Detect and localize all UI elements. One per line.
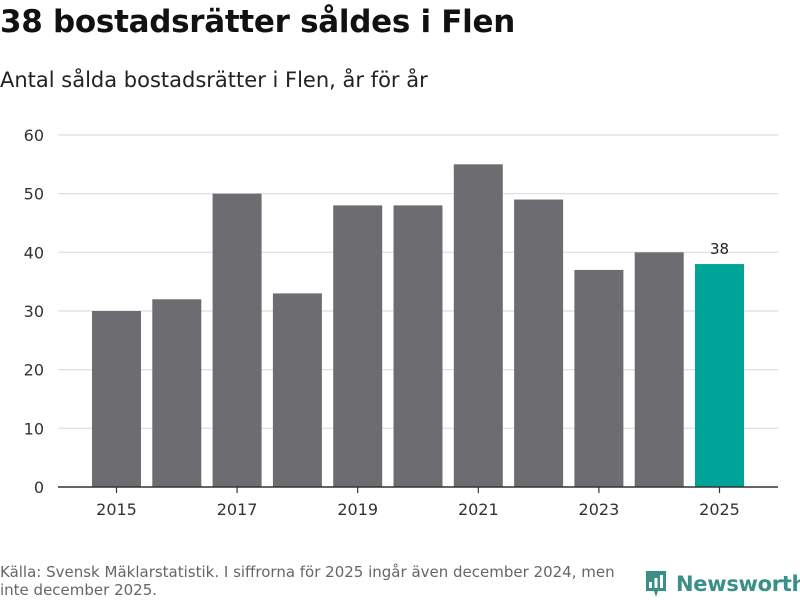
bar-2021 (453, 164, 503, 488)
x-axis-ticks: 2015 2017 2019 2021 2023 2025 (96, 487, 740, 519)
bar-2015 (92, 311, 141, 487)
y-tick-label-60: 60 (24, 126, 44, 145)
bar-chart: 0 10 20 30 40 50 60 2015 2017 2019 2021 2023 2025 3… (24, 126, 778, 519)
x-tick-label-2023: 2023 (579, 500, 620, 519)
x-tick-label-2021: 2021 (458, 500, 499, 519)
bar-2019 (333, 205, 383, 487)
bar-2017 (212, 193, 262, 487)
bar-2020 (393, 205, 443, 487)
bar-2023 (574, 269, 624, 487)
y-tick-label-20: 20 (24, 361, 44, 380)
y-tick-label-40: 40 (24, 243, 44, 262)
x-tick-label-2017: 2017 (217, 500, 258, 519)
y-tick-label-50: 50 (24, 185, 44, 204)
newsworthy-logo-icon (646, 571, 666, 597)
y-axis-ticks: 0 10 20 30 40 50 60 (24, 126, 44, 497)
source-note: Källa: Svensk Mäklarstatistik. I siffror… (0, 563, 615, 599)
bar-2022 (514, 199, 564, 488)
bar-2018 (272, 293, 322, 487)
chart-subtitle: Antal sålda bostadsrätter i Flen, år för… (0, 68, 428, 92)
bar-2025 (695, 264, 744, 487)
brand-logo[interactable]: Newsworthy (644, 569, 800, 599)
x-tick-label-2015: 2015 (96, 500, 137, 519)
y-tick-label-10: 10 (24, 419, 44, 438)
bar-2016 (152, 299, 202, 487)
data-labels: 38 (710, 240, 729, 258)
y-tick-label-0: 0 (34, 478, 44, 497)
brand-name: Newsworthy (676, 572, 800, 596)
x-tick-label-2019: 2019 (337, 500, 378, 519)
bars (92, 164, 744, 488)
data-label-2025: 38 (710, 240, 729, 258)
bar-2024 (634, 252, 684, 487)
chart-title: 38 bostadsrätter såldes i Flen (0, 4, 515, 40)
x-tick-label-2025: 2025 (699, 500, 740, 519)
y-tick-label-30: 30 (24, 302, 44, 321)
